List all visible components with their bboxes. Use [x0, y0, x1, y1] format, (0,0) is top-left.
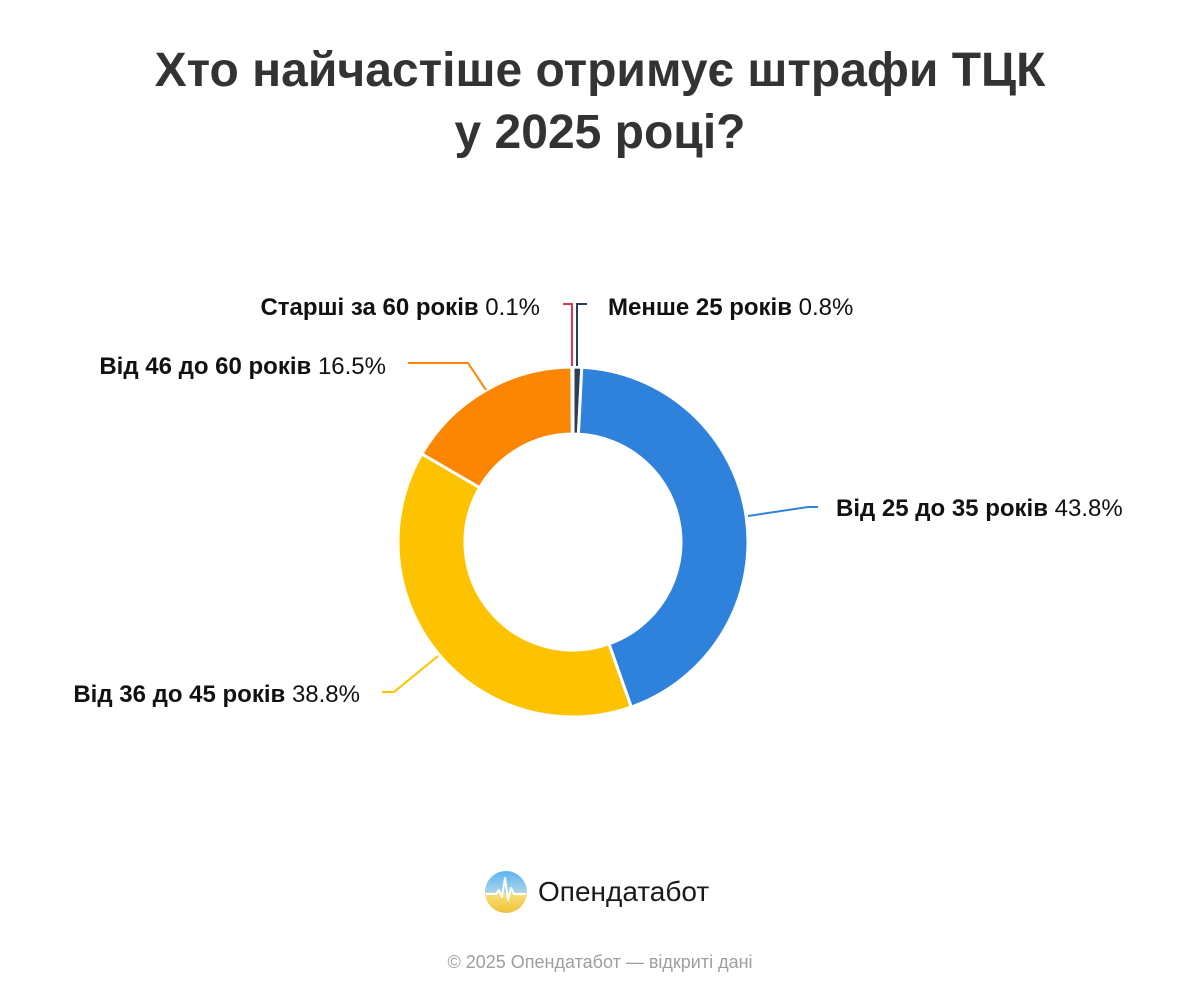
chart-title: Хто найчастіше отримує штрафи ТЦК у 2025… [0, 40, 1200, 164]
brand-logo: Опендатабот [484, 870, 709, 914]
label-25-35: Від 25 до 35 років 43.8% [836, 495, 1123, 522]
leader-line-46-60 [408, 362, 487, 391]
leader-line-25-35 [747, 506, 818, 517]
slice-over-60 [570, 365, 575, 436]
slice-36-45 [396, 452, 633, 719]
brand-name: Опендатабот [538, 876, 710, 907]
label-over-60: Старші за 60 років 0.1% [260, 294, 540, 321]
leader-line-under-25 [576, 303, 587, 366]
leader-line-over-60 [563, 303, 573, 366]
leader-line-36-45 [382, 655, 439, 693]
slice-25-35 [576, 365, 750, 709]
label-under-25: Менше 25 років 0.8% [608, 294, 853, 321]
footer-copyright: © 2025 Опендатабот — відкриті дані [447, 952, 753, 972]
title-line-2: у 2025 році? [454, 106, 746, 159]
title-line-1: Хто найчастіше отримує штрафи ТЦК [154, 44, 1046, 97]
label-36-45: Від 36 до 45 років 38.8% [73, 681, 360, 708]
label-46-60: Від 46 до 60 років 16.5% [99, 353, 386, 380]
opendatabot-logo-icon [485, 871, 527, 913]
donut-slices [396, 365, 750, 719]
